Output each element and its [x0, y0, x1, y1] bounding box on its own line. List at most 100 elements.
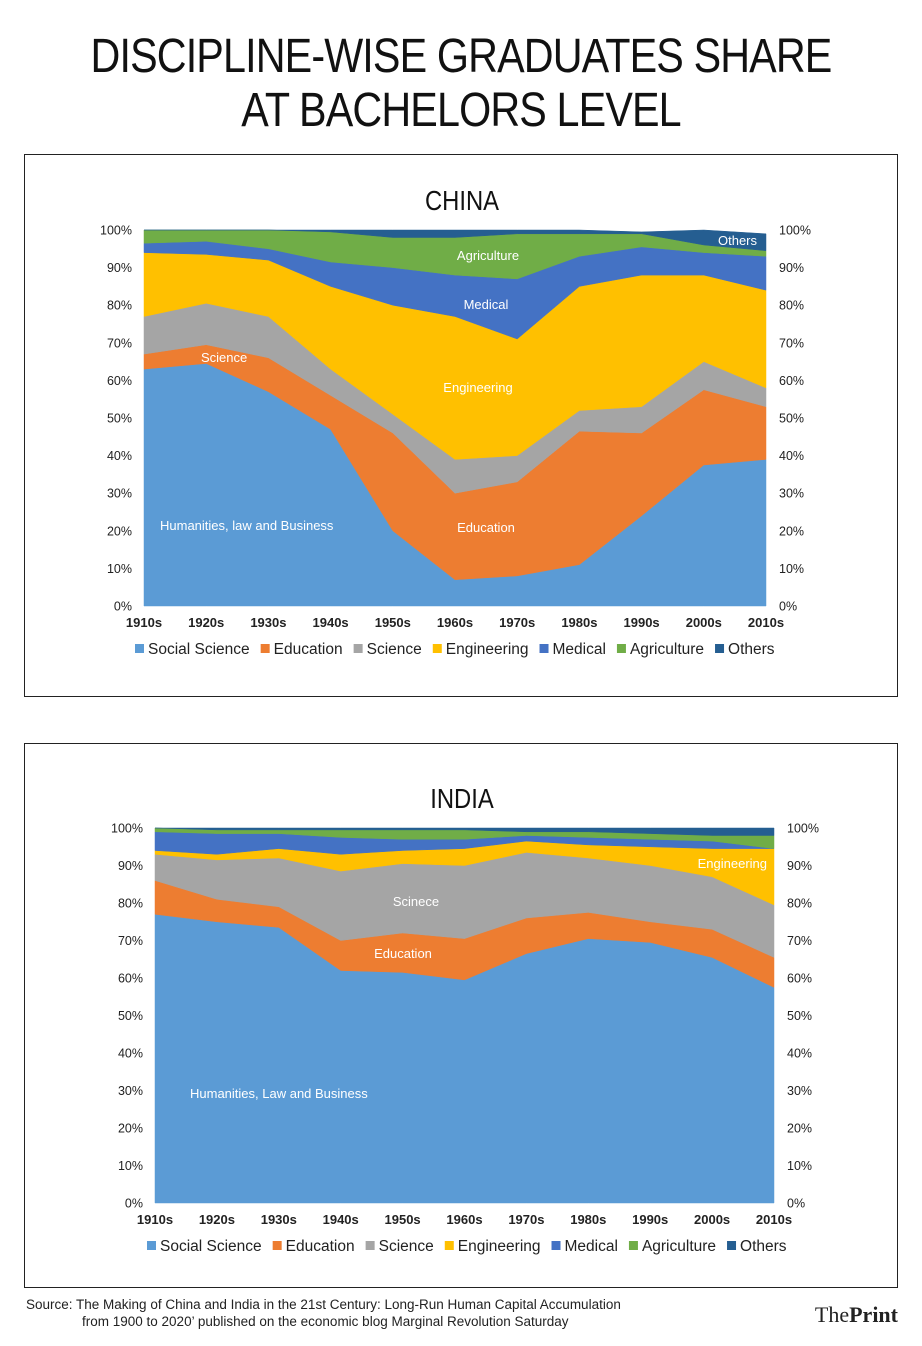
china-annotation-education: Education — [457, 520, 515, 535]
china-ytick-right: 70% — [779, 336, 804, 350]
india-ytick-right: 60% — [787, 972, 812, 986]
china-legend-swatch-education — [260, 644, 270, 653]
page-title: DISCIPLINE-WISE GRADUATES SHARE AT BACHE… — [65, 30, 858, 138]
china-legend-swatch-agriculture — [616, 644, 626, 653]
china-annotation-others: Others — [718, 233, 758, 248]
china-legend-swatch-medical — [539, 644, 549, 653]
india-legend-swatch-education — [272, 1241, 282, 1250]
india-ytick-left: 40% — [118, 1047, 143, 1061]
india-annotation-engineering: Engineering — [698, 856, 767, 871]
india-areas — [154, 827, 775, 1204]
china-ytick-right: 10% — [779, 562, 804, 576]
india-legend-label-science: Science — [379, 1238, 434, 1255]
source-line-1: Source: The Making of China and India in… — [26, 1297, 621, 1312]
china-ytick-left: 100% — [100, 224, 132, 238]
china-annotation-medical: Medical — [464, 297, 509, 312]
page-title-line1: DISCIPLINE-WISE GRADUATES SHARE — [90, 30, 833, 83]
india-legend-label-agriculture: Agriculture — [642, 1238, 716, 1255]
india-ytick-left: 0% — [125, 1197, 143, 1211]
logo-print: Print — [849, 1302, 898, 1327]
china-legend-label-science: Science — [367, 641, 422, 658]
india-ytick-right: 0% — [787, 1197, 805, 1211]
china-ytick-right: 60% — [779, 374, 804, 388]
logo-the: The — [814, 1302, 850, 1327]
china-xtick: 1940s — [313, 615, 349, 630]
china-areas — [143, 229, 767, 607]
china-ytick-left: 40% — [107, 449, 132, 463]
india-ytick-right: 50% — [787, 1009, 812, 1023]
india-ytick-right: 70% — [787, 934, 812, 948]
china-annotation-social-science: Humanities, law and Business — [160, 518, 334, 533]
china-legend-label-medical: Medical — [553, 641, 606, 658]
india-chart-panel: INDIA 0% 0% 10% 10% 20% 20% 30% 30% 40% 40% 50% 50%… — [24, 743, 898, 1288]
china-legend-label-education: Education — [274, 641, 343, 658]
china-chart-panel: CHINA 0% 0% 10% 10% 20% 20% 30% 30% 40% 40% 50% 50%… — [24, 154, 898, 697]
india-ytick-right: 100% — [787, 822, 819, 836]
theprint-logo: ThePrint — [815, 1302, 898, 1328]
india-xtick: 2010s — [756, 1212, 792, 1227]
china-ytick-right: 30% — [779, 487, 804, 501]
china-xtick: 2010s — [748, 615, 784, 630]
china-chart-title: CHINA — [424, 185, 500, 216]
india-ytick-right: 30% — [787, 1084, 812, 1098]
china-chart-svg: 0% 0% 10% 10% 20% 20% 30% 30% 40% 40% 50% 50% 60% 60%… — [100, 224, 811, 659]
china-annotation-science: Science — [201, 350, 247, 365]
china-xtick: 1920s — [188, 615, 224, 630]
india-ytick-left: 30% — [118, 1084, 143, 1098]
india-annotation-education: Education — [374, 946, 432, 961]
india-annotation-social-science: Humanities, Law and Business — [190, 1086, 368, 1101]
india-ytick-left: 50% — [118, 1009, 143, 1023]
china-xtick: 2000s — [686, 615, 722, 630]
india-ytick-left: 20% — [118, 1122, 143, 1136]
china-legend-label-social-science: Social Science — [148, 641, 250, 658]
china-ytick-right: 80% — [779, 299, 804, 313]
china-legend-swatch-engineering — [432, 644, 442, 653]
india-xtick: 1930s — [261, 1212, 297, 1227]
india-legend-label-medical: Medical — [565, 1238, 618, 1255]
china-ytick-left: 80% — [107, 299, 132, 313]
india-ytick-right: 40% — [787, 1047, 812, 1061]
china-legend-label-agriculture: Agriculture — [630, 641, 704, 658]
india-chart-svg: 0% 0% 10% 10% 20% 20% 30% 30% 40% 40% 50% 50% 60% 60%… — [111, 822, 819, 1256]
india-ytick-right: 90% — [787, 859, 812, 873]
china-xtick: 1980s — [561, 615, 597, 630]
china-annotation-engineering: Engineering — [443, 380, 512, 395]
china-ytick-right: 90% — [779, 261, 804, 275]
india-area-others — [154, 827, 775, 836]
india-xtick: 1960s — [446, 1212, 482, 1227]
india-xtick: 1980s — [570, 1212, 606, 1227]
china-legend-label-others: Others — [728, 641, 775, 658]
india-xtick: 1950s — [385, 1212, 421, 1227]
china-xtick: 1970s — [499, 615, 535, 630]
china-ytick-right: 40% — [779, 449, 804, 463]
india-legend-label-social-science: Social Science — [160, 1238, 262, 1255]
china-legend-label-engineering: Engineering — [446, 641, 529, 658]
china-xtick: 1930s — [250, 615, 286, 630]
india-ytick-right: 20% — [787, 1122, 812, 1136]
source-note: Source: The Making of China and India in… — [26, 1296, 621, 1330]
china-xtick: 1950s — [375, 615, 411, 630]
china-ytick-right: 20% — [779, 524, 804, 538]
india-legend-swatch-science — [365, 1241, 375, 1250]
india-xtick: 1940s — [323, 1212, 359, 1227]
india-legend-swatch-agriculture — [628, 1241, 638, 1250]
india-xtick: 1920s — [199, 1212, 235, 1227]
china-legend-swatch-others — [715, 644, 725, 653]
india-legend-label-others: Others — [740, 1238, 787, 1255]
china-xtick: 1960s — [437, 615, 473, 630]
china-legend-swatch-science — [353, 644, 363, 653]
china-ytick-left: 10% — [107, 562, 132, 576]
india-ytick-right: 10% — [787, 1159, 812, 1173]
china-annotation-agriculture: Agriculture — [457, 248, 519, 263]
india-chart-title: INDIA — [430, 783, 494, 814]
india-ytick-right: 80% — [787, 897, 812, 911]
india-ytick-left: 100% — [111, 822, 143, 836]
india-ytick-left: 60% — [118, 972, 143, 986]
china-ytick-left: 0% — [114, 600, 132, 614]
india-legend-label-education: Education — [286, 1238, 355, 1255]
china-xtick: 1990s — [624, 615, 660, 630]
china-ytick-left: 20% — [107, 524, 132, 538]
india-annotation-science: Scinece — [393, 894, 439, 909]
india-ytick-left: 80% — [118, 897, 143, 911]
india-xtick: 1910s — [137, 1212, 173, 1227]
